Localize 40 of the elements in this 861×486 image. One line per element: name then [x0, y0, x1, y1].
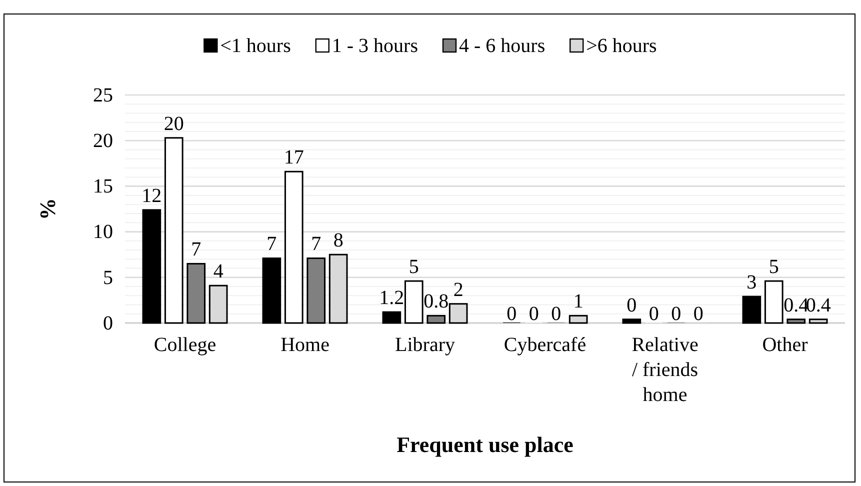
x-tick-label: Other	[762, 334, 808, 356]
legend-label: 1 - 3 hours	[332, 35, 418, 57]
x-tick-label: Home	[280, 334, 330, 356]
legend-label: >6 hours	[586, 35, 658, 57]
y-tick-label: 15	[93, 176, 113, 198]
data-label: 7	[311, 233, 322, 256]
data-label: 0	[551, 303, 562, 325]
data-label: 0	[693, 303, 704, 325]
data-label: 3	[746, 272, 757, 294]
data-label: 0	[671, 303, 682, 325]
data-label: 12	[142, 184, 162, 207]
x-tick-label: Relative / friends home	[632, 334, 698, 406]
data-label: 0.8	[424, 290, 449, 313]
data-label: 2	[453, 278, 464, 301]
data-label: 8	[333, 230, 344, 252]
data-label: 7	[191, 238, 202, 261]
y-tick-label: 20	[93, 130, 113, 152]
data-label: 4	[213, 260, 224, 283]
y-tick-label: 5	[103, 266, 113, 289]
legend-label: 4 - 6 hours	[459, 35, 546, 57]
x-axis-title: Frequent use place	[396, 432, 574, 457]
y-tick-label: 0	[103, 312, 113, 334]
data-label: 7	[266, 233, 277, 256]
y-tick-label: 25	[93, 84, 113, 106]
x-tick-label: Cybercafé	[504, 334, 586, 356]
data-label: 0	[528, 303, 539, 325]
y-tick-label: 10	[93, 221, 113, 244]
data-label: 0	[648, 303, 659, 325]
x-tick-label: Library	[395, 334, 455, 356]
data-label: 0	[506, 303, 517, 325]
x-tick-label: College	[154, 334, 216, 356]
data-label: 1	[573, 290, 584, 313]
data-label: 1.2	[379, 287, 404, 310]
y-axis-title: %	[35, 198, 60, 220]
data-label: 5	[768, 256, 779, 278]
data-label: 5	[408, 256, 419, 278]
data-label: 0	[626, 294, 637, 316]
data-label: 20	[164, 112, 184, 135]
legend-label: <1 hours	[220, 35, 292, 57]
data-label: 17	[284, 146, 304, 169]
